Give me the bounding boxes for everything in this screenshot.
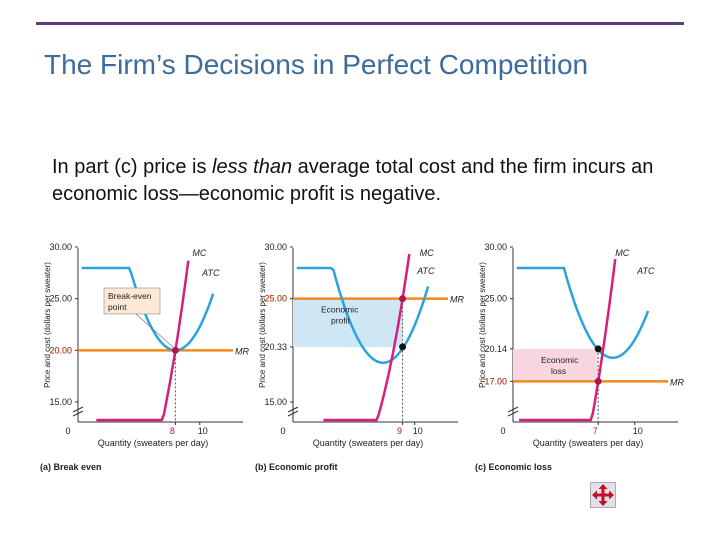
x-tick-label: 10 — [633, 426, 643, 436]
profit-area — [293, 298, 403, 347]
axis-break — [287, 406, 299, 417]
y-tick-label: 20.14 — [484, 344, 507, 354]
annotation-line2: profit — [331, 316, 351, 326]
y-axis-label: Price and cost (dollars per sweater) — [478, 262, 487, 388]
mr-label: MR — [450, 295, 464, 305]
atc-label: ATC — [636, 266, 655, 276]
y-tick-label: 20.00 — [49, 345, 72, 355]
x-tick-label: 0 — [500, 426, 505, 436]
chart-panel-3: 17.00 20.14 25.00 30.00 0 7 10 Quantity (sweate… — [475, 242, 684, 472]
y-axis-label: Price and cost (dollars per sweater) — [258, 262, 267, 388]
slide-body: In part (c) price is less than average t… — [52, 154, 692, 208]
atc-point — [399, 343, 407, 351]
body-text-part1: In part (c) price is — [52, 156, 213, 178]
y-tick-label: 20.33 — [264, 342, 287, 352]
atc-curve — [296, 266, 430, 365]
y-tick-label: 15.00 — [49, 397, 72, 407]
axis-break — [72, 406, 84, 417]
chart-panel-2: 15.00 20.33 25.00 30.00 0 9 10 Quantity (sweate… — [255, 242, 464, 472]
equilibrium-point — [399, 295, 407, 303]
x-tick-label: 10 — [198, 426, 208, 436]
annotation-line1: Economic — [541, 355, 579, 365]
y-axis-label: Price and cost (dollars per sweater) — [43, 262, 52, 388]
x-axis-label: Quantity (sweaters per day) — [98, 438, 209, 448]
y-tick-label: 17.00 — [484, 376, 507, 386]
annotation-leader — [135, 313, 174, 348]
panel-label: (b) Economic profit — [255, 462, 338, 472]
x-axis-label: Quantity (sweaters per day) — [313, 438, 424, 448]
slide-title: The Firm’s Decisions in Perfect Competit… — [44, 49, 589, 80]
mr-label: MR — [670, 377, 684, 387]
mr-label: MR — [235, 346, 249, 356]
x-tick-label: 9 — [397, 426, 402, 436]
y-tick-label: 25.00 — [264, 294, 287, 304]
x-axis-label: Quantity (sweaters per day) — [533, 438, 644, 448]
y-tick-label: 25.00 — [49, 294, 72, 304]
panel-label: (a) Break even — [40, 462, 102, 472]
x-tick-label: 7 — [593, 426, 598, 436]
annotation-line2: point — [108, 302, 127, 312]
move-arrows-glyph — [592, 484, 614, 506]
mc-label: MC — [192, 248, 206, 258]
body-text-part2: average total cost and the firm incurs a… — [52, 156, 654, 205]
annotation-line1: Break-even — [108, 291, 152, 301]
y-tick-label: 30.00 — [484, 242, 507, 252]
atc-curve — [81, 266, 215, 352]
annotation-line2: loss — [551, 366, 566, 376]
axis-break — [507, 406, 519, 417]
body-text-emphasis: less than — [212, 156, 293, 178]
mc-label: MC — [615, 248, 629, 258]
atc-point — [594, 345, 602, 353]
top-rule — [36, 22, 684, 25]
price-label: 25.00 — [264, 294, 287, 304]
x-tick-label: 8 — [170, 426, 175, 436]
annotation-line1: Economic — [321, 305, 359, 315]
annotation-box — [103, 287, 161, 315]
atc-label: ATC — [201, 268, 220, 278]
y-tick-label: 30.00 — [264, 242, 287, 252]
equilibrium-point — [171, 346, 179, 354]
mc-curve — [519, 259, 617, 422]
mc-label: MC — [420, 248, 434, 258]
panel-label: (c) Economic loss — [475, 462, 552, 472]
x-tick-label: 10 — [413, 426, 423, 436]
charts-figure: 15.00 20.00 25.00 30.00 0 8 10 Quantity (sweate… — [40, 242, 684, 472]
mc-curve — [323, 253, 411, 422]
y-tick-label: 30.00 — [49, 242, 72, 252]
move-arrows-icon[interactable] — [590, 482, 616, 508]
atc-label: ATC — [416, 266, 435, 276]
mc-curve — [96, 260, 190, 422]
equilibrium-point — [594, 377, 602, 385]
x-tick-label: 0 — [280, 426, 285, 436]
price-label: 20.00 — [49, 345, 72, 355]
y-tick-label: 15.00 — [264, 397, 287, 407]
price-label: 17.00 — [484, 376, 507, 386]
chart-panel-1: 15.00 20.00 25.00 30.00 0 8 10 Quantity (sweate… — [40, 242, 249, 472]
y-tick-label: 25.00 — [484, 294, 507, 304]
loss-area — [513, 348, 599, 382]
x-tick-label: 0 — [65, 426, 70, 436]
atc-curve — [516, 266, 650, 360]
